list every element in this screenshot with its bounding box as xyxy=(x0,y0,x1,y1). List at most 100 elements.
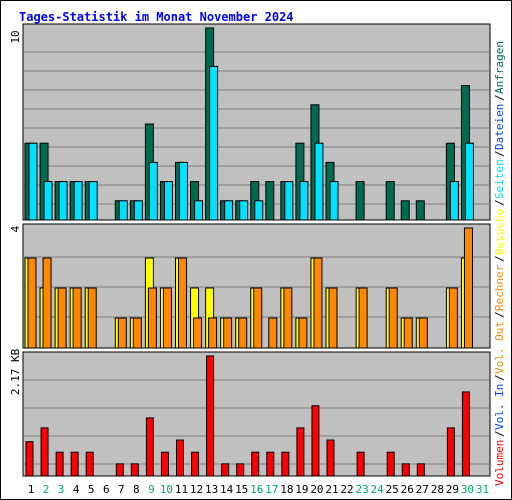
side-legend-separator: / xyxy=(493,430,506,437)
side-legend-separator: / xyxy=(493,94,506,101)
page-title: Tages-Statistik im Monat November 2024 xyxy=(19,10,294,24)
rechner-bar xyxy=(463,227,473,349)
day-label: 24 xyxy=(371,483,385,496)
day-label: 3 xyxy=(58,483,65,496)
side-legend-item: Anfragen xyxy=(493,41,506,94)
rechner-bar xyxy=(388,287,398,349)
dateien-bar xyxy=(58,181,68,221)
day-label: 14 xyxy=(220,483,234,496)
dateien-bar xyxy=(314,142,324,221)
day-label: 22 xyxy=(340,483,353,496)
dateien-bar xyxy=(88,181,98,221)
day-label: 5 xyxy=(88,483,95,496)
day-label: 15 xyxy=(235,483,248,496)
volumen-bar xyxy=(115,463,124,477)
rechner-bar xyxy=(298,317,308,349)
day-label: 19 xyxy=(295,483,308,496)
volumen-bar xyxy=(461,391,470,477)
side-legend-item: Volumen xyxy=(493,440,506,486)
day-label: 13 xyxy=(205,483,218,496)
rechner-bar xyxy=(358,287,368,349)
volumen-bar xyxy=(160,451,169,477)
volumen-bar xyxy=(25,441,34,477)
volumen-bar xyxy=(70,451,79,477)
volumen-bar xyxy=(55,451,64,477)
day-label: 23 xyxy=(355,483,368,496)
day-label: 9 xyxy=(148,483,155,496)
volumen-bar xyxy=(401,463,410,477)
volumen-bar xyxy=(356,451,365,477)
dateien-bar xyxy=(194,200,204,221)
rechner-bar xyxy=(238,317,248,349)
day-label: 30 xyxy=(461,483,474,496)
day-label: 1 xyxy=(28,483,35,496)
side-legend-item: Vol. In xyxy=(493,384,506,430)
anfragen-bar xyxy=(400,200,410,221)
volumen-bar xyxy=(85,451,94,477)
volumen-bar xyxy=(251,451,260,477)
dateien-bar xyxy=(329,181,339,221)
day-label: 28 xyxy=(431,483,444,496)
rechner-bar xyxy=(132,317,142,349)
dateien-bar xyxy=(133,200,143,221)
dateien-bar xyxy=(118,200,128,221)
rechner-bar xyxy=(27,257,37,349)
day-label: 10 xyxy=(160,483,173,496)
volumen-bar xyxy=(206,355,215,477)
dateien-bar xyxy=(148,161,158,221)
volumen-bar xyxy=(386,451,395,477)
volumen-bar xyxy=(191,451,200,477)
rechner-bar xyxy=(162,287,172,349)
volumen-bar xyxy=(311,405,320,477)
day-label: 6 xyxy=(103,483,110,496)
side-legend-separator: / xyxy=(493,199,506,206)
day-label: 25 xyxy=(386,483,399,496)
dateien-bar xyxy=(43,181,53,221)
day-label: 11 xyxy=(175,483,188,496)
side-legend-item: Rechner xyxy=(493,264,506,311)
volumen-bar xyxy=(281,451,290,477)
side-legend-separator: / xyxy=(493,374,506,381)
day-label: 17 xyxy=(265,483,278,496)
volumen-bar xyxy=(266,451,275,477)
day-label: 16 xyxy=(250,483,263,496)
side-legend-separator: / xyxy=(493,150,506,157)
dateien-bar xyxy=(239,200,249,221)
volumen-bar xyxy=(326,439,335,477)
day-label: 18 xyxy=(280,483,293,496)
rechner-bar xyxy=(178,257,187,349)
volumen-bar xyxy=(176,439,184,477)
volumen-bar xyxy=(130,463,139,477)
rechner-bar xyxy=(72,287,82,349)
rechner-bar xyxy=(268,317,278,349)
dateien-bar xyxy=(179,161,188,221)
side-legend-item: Vol. Out xyxy=(493,321,506,374)
y-max-label: 2.17 KB xyxy=(9,348,22,395)
dateien-bar xyxy=(464,142,474,221)
volumen-bar xyxy=(221,463,230,477)
day-label: 2 xyxy=(43,483,50,496)
volumen-bar xyxy=(145,417,154,477)
rechner-bar xyxy=(328,287,338,349)
y-max-label: 10 xyxy=(9,30,22,43)
volumen-bar xyxy=(296,427,305,477)
dateien-bar xyxy=(284,181,294,221)
rechner-bar xyxy=(403,317,413,349)
volumen-bar xyxy=(40,427,49,477)
day-label: 31 xyxy=(476,483,489,496)
side-legend-item: Dateien xyxy=(493,104,506,150)
dateien-bar xyxy=(449,181,459,221)
rechner-bar xyxy=(42,257,52,349)
anfragen-bar xyxy=(355,181,365,221)
anfragen-bar xyxy=(385,181,395,221)
rechner-bar xyxy=(253,287,263,349)
dateien-bar xyxy=(299,181,309,221)
volumen-bar xyxy=(446,427,455,477)
anfragen-bar xyxy=(415,200,425,221)
volumen-bar xyxy=(416,463,425,477)
dateien-bar xyxy=(254,200,264,221)
rechner-bar xyxy=(87,287,97,349)
day-label: 8 xyxy=(133,483,140,496)
dateien-bar xyxy=(224,200,234,221)
day-label: 27 xyxy=(416,483,429,496)
